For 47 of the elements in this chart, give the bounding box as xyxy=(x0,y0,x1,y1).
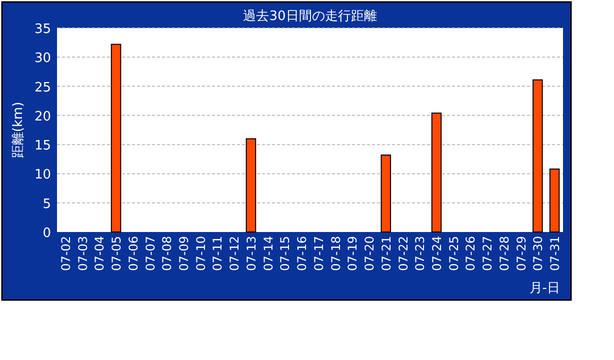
x-tick-label: 07-21 xyxy=(379,236,394,271)
x-tick-label: 07-04 xyxy=(92,236,107,271)
x-tick-label: 07-18 xyxy=(328,236,343,271)
x-tick-label: 07-09 xyxy=(177,236,191,271)
bar xyxy=(532,79,543,232)
x-tick-label: 07-14 xyxy=(261,236,276,271)
chart-title: 過去30日間の走行距離 xyxy=(243,9,377,24)
bar xyxy=(549,168,560,232)
y-tick-label: 30 xyxy=(34,51,51,66)
x-tick-label: 07-16 xyxy=(295,236,310,271)
x-tick-label: 07-08 xyxy=(160,236,174,271)
x-tick-label: 07-12 xyxy=(228,236,242,271)
x-tick-label: 07-15 xyxy=(278,236,292,271)
y-tick-label: 35 xyxy=(34,22,51,37)
x-tick-label: 07-20 xyxy=(362,236,377,271)
x-tick-label: 07-11 xyxy=(210,236,225,271)
x-tick-label: 07-29 xyxy=(514,236,528,271)
x-tick-label: 07-13 xyxy=(244,236,258,271)
x-tick-label: 07-27 xyxy=(480,236,495,271)
x-tick-label: 07-25 xyxy=(446,236,461,271)
x-tick-label: 07-30 xyxy=(531,236,546,271)
x-tick-label: 07-19 xyxy=(346,236,360,271)
x-tick-label: 07-02 xyxy=(58,236,73,271)
y-axis-title: 距離(km) xyxy=(11,102,26,158)
x-tick-label: 07-24 xyxy=(430,236,444,271)
y-tick-label: 25 xyxy=(34,80,51,96)
x-tick-label: 07-26 xyxy=(464,236,478,271)
x-axis-title: 月-日 xyxy=(529,281,560,296)
x-tick-label: 07-05 xyxy=(110,236,124,271)
x-tick-label: 07-06 xyxy=(126,236,140,271)
y-tick-label: 20 xyxy=(34,109,51,124)
bar xyxy=(431,112,442,232)
x-tick-label: 07-07 xyxy=(143,236,158,271)
y-tick-label: 15 xyxy=(34,138,51,154)
x-tick-label: 07-03 xyxy=(76,236,90,271)
x-tick-label: 07-22 xyxy=(396,236,410,271)
bar xyxy=(246,138,256,232)
x-tick-label: 07-28 xyxy=(497,236,512,271)
bar xyxy=(110,44,122,232)
y-tick-label: 0 xyxy=(42,226,51,241)
bar xyxy=(380,154,392,232)
x-tick-label: 07-10 xyxy=(194,236,208,271)
y-tick-label: 10 xyxy=(34,168,51,183)
x-tick-label: 07-31 xyxy=(548,236,562,271)
x-tick-label: 07-17 xyxy=(312,236,326,271)
x-tick-label: 07-23 xyxy=(413,236,428,271)
y-tick-label: 5 xyxy=(42,196,51,212)
